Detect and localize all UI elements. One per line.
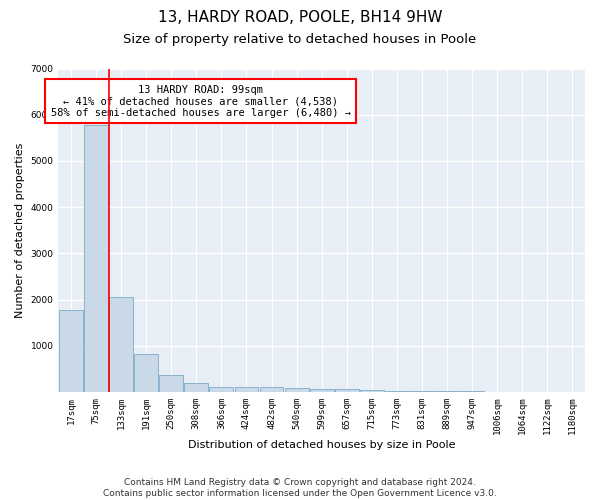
- Bar: [335, 390, 359, 392]
- Bar: [235, 387, 259, 392]
- Bar: [59, 310, 83, 392]
- Bar: [160, 376, 183, 392]
- Bar: [209, 386, 233, 392]
- Bar: [310, 389, 334, 392]
- Bar: [134, 354, 158, 392]
- Text: Contains HM Land Registry data © Crown copyright and database right 2024.
Contai: Contains HM Land Registry data © Crown c…: [103, 478, 497, 498]
- Bar: [260, 388, 283, 392]
- Y-axis label: Number of detached properties: Number of detached properties: [15, 142, 25, 318]
- Bar: [360, 390, 384, 392]
- Bar: [410, 391, 434, 392]
- Bar: [285, 388, 308, 392]
- Text: Size of property relative to detached houses in Poole: Size of property relative to detached ho…: [124, 32, 476, 46]
- Bar: [184, 382, 208, 392]
- Text: 13 HARDY ROAD: 99sqm
← 41% of detached houses are smaller (4,538)
58% of semi-de: 13 HARDY ROAD: 99sqm ← 41% of detached h…: [50, 84, 350, 118]
- Text: 13, HARDY ROAD, POOLE, BH14 9HW: 13, HARDY ROAD, POOLE, BH14 9HW: [158, 10, 442, 25]
- Bar: [84, 125, 108, 392]
- Bar: [385, 390, 409, 392]
- Bar: [109, 297, 133, 392]
- X-axis label: Distribution of detached houses by size in Poole: Distribution of detached houses by size …: [188, 440, 455, 450]
